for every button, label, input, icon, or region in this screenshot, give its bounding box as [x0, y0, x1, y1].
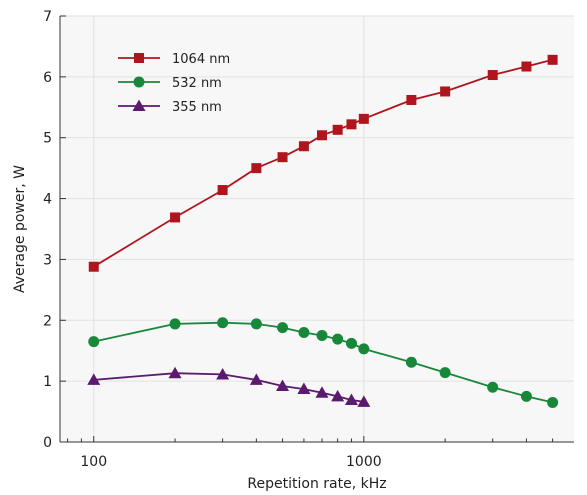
data-point — [217, 317, 229, 329]
data-point — [358, 113, 369, 124]
data-point — [332, 333, 344, 345]
data-point — [276, 379, 290, 392]
data-point — [487, 70, 498, 81]
data-point — [88, 261, 99, 272]
data-point — [547, 54, 558, 65]
ticks: 0 1 2 3 4 5 6 7 100 1000 — [43, 9, 554, 470]
data-point — [332, 124, 343, 135]
data-point — [345, 337, 357, 349]
series-circle — [88, 317, 559, 408]
x-tick-label: 1000 — [346, 454, 382, 470]
data-point — [344, 393, 358, 406]
series-square — [88, 54, 558, 272]
axes — [59, 16, 574, 443]
data-point — [357, 395, 371, 407]
data-point — [277, 322, 289, 334]
data-point — [358, 343, 370, 355]
data-point — [298, 141, 309, 152]
data-point — [346, 119, 357, 130]
data-point — [487, 381, 499, 393]
legend-label: 532 nm — [172, 76, 222, 91]
y-axis-label: Average power, W — [12, 165, 28, 293]
data-point — [406, 94, 417, 105]
data-point — [297, 382, 311, 395]
y-tick-label: 3 — [43, 252, 52, 268]
data-point — [405, 356, 417, 368]
y-tick-label: 4 — [43, 192, 52, 208]
legend-marker — [133, 76, 145, 88]
y-tick-label: 7 — [43, 9, 52, 25]
legend: 1064 nm 532 nm 355 nm — [118, 52, 230, 115]
x-tick-label: 100 — [80, 454, 107, 470]
data-point — [520, 390, 532, 402]
series-line — [93, 372, 364, 403]
legend-marker — [132, 99, 146, 111]
legend-item: 1064 nm — [118, 52, 230, 67]
data-point — [298, 326, 310, 338]
data-point — [331, 389, 345, 402]
data-point — [249, 373, 263, 385]
data-point — [250, 318, 262, 330]
data-point — [316, 130, 327, 141]
data-point — [439, 367, 451, 379]
data-point — [521, 61, 532, 72]
data-point — [217, 185, 228, 196]
data-point — [277, 152, 288, 163]
legend-item: 532 nm — [118, 76, 222, 91]
data-point — [170, 212, 181, 223]
grid — [60, 15, 574, 442]
series-group — [87, 54, 559, 408]
y-tick-label: 6 — [43, 70, 52, 86]
data-point — [169, 318, 181, 330]
x-axis-label: Repetition rate, kHz — [247, 476, 386, 492]
data-point — [88, 336, 100, 348]
data-point — [216, 367, 230, 380]
data-point — [440, 86, 451, 97]
data-point — [168, 366, 182, 379]
data-point — [87, 373, 101, 385]
y-tick-label: 1 — [43, 374, 52, 390]
data-point — [251, 163, 262, 174]
series-triangle — [87, 366, 371, 407]
data-point — [315, 386, 329, 398]
y-tick-label: 2 — [43, 313, 52, 329]
y-tick-label: 5 — [43, 131, 52, 147]
legend-item: 355 nm — [118, 99, 222, 115]
data-point — [547, 396, 559, 408]
y-tick-label: 0 — [43, 435, 52, 451]
legend-marker — [134, 53, 144, 63]
legend-label: 355 nm — [172, 100, 222, 115]
legend-label: 1064 nm — [172, 52, 230, 67]
plot-area — [60, 16, 574, 442]
data-point — [316, 330, 328, 341]
